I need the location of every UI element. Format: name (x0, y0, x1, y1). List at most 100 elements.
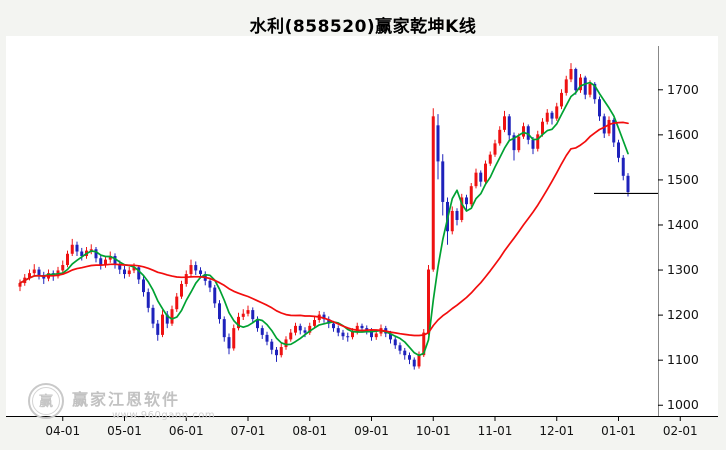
candle-up (545, 112, 549, 122)
candle-down (479, 172, 483, 182)
candle-up (374, 333, 378, 338)
candle-down (327, 319, 331, 324)
candle-up (308, 325, 312, 333)
y-tick-label: 1000 (667, 397, 699, 412)
candle-down (222, 319, 226, 338)
candle-up (541, 121, 544, 135)
candle-down (199, 270, 202, 275)
candle-down (602, 116, 606, 134)
candle-down (118, 264, 122, 270)
candle-up (32, 269, 36, 274)
candle-up (284, 339, 288, 348)
candle-down (275, 349, 278, 356)
candle-up (417, 355, 421, 367)
candle-up (279, 347, 283, 356)
candle-down (298, 325, 302, 331)
candle-down (322, 314, 326, 320)
candle-up (108, 256, 112, 260)
candle-down (341, 332, 345, 337)
candle-up (241, 313, 245, 317)
brand-logo-glyph: 赢 (39, 394, 53, 410)
candle-down (531, 139, 535, 149)
candle-up (180, 283, 183, 297)
y-tick-label: 1700 (667, 82, 699, 97)
x-tick-label: 01-01 (601, 424, 636, 438)
candle-down (142, 279, 145, 293)
candle-up (607, 119, 611, 134)
watermark-url: www.960gann.com (112, 410, 216, 421)
candle-down (113, 256, 117, 265)
ma-line-fast (19, 81, 629, 357)
candle-up (70, 244, 74, 254)
candle-up (555, 106, 559, 119)
x-tick-label: 11-01 (478, 424, 513, 438)
candle-down (265, 334, 269, 342)
candle-up (569, 69, 573, 80)
candle-down (137, 267, 141, 280)
candle-down (465, 197, 468, 205)
x-tick-label: 10-01 (416, 424, 451, 438)
candle-up (484, 163, 487, 182)
candle-down (99, 258, 103, 266)
candle-down (626, 175, 630, 193)
candle-up (351, 331, 354, 338)
candle-down (346, 336, 350, 338)
candle-down (256, 319, 259, 329)
candle-up (232, 328, 236, 349)
y-tick-label: 1500 (667, 172, 699, 187)
candle-down (370, 330, 373, 338)
candle-up (189, 265, 193, 275)
candle-down (441, 161, 445, 202)
candle-down (194, 265, 198, 271)
brand-logo-icon: 赢 (28, 383, 64, 419)
candle-down (550, 112, 554, 119)
candle-up (127, 270, 131, 275)
candle-up (579, 77, 582, 91)
candle-down (526, 126, 530, 140)
candle-down (617, 142, 620, 158)
ma-line-slow (19, 121, 629, 337)
candle-up (184, 274, 188, 284)
x-tick-label: 04-01 (45, 424, 80, 438)
candle-up (460, 197, 464, 220)
x-tick-label: 09-01 (354, 424, 389, 438)
y-tick-label: 1400 (667, 217, 699, 232)
candle-down (412, 359, 416, 367)
candle-down (151, 307, 155, 324)
candle-up (294, 325, 297, 333)
candle-down (393, 339, 397, 346)
candle-down (389, 333, 392, 340)
candle-down (574, 69, 578, 91)
candle-up (355, 325, 359, 332)
candle-up (498, 129, 502, 144)
candle-down (208, 280, 212, 288)
candle-down (37, 269, 41, 275)
candle-up (503, 116, 506, 130)
y-tick-label: 1600 (667, 127, 699, 142)
candle-down (512, 135, 516, 151)
candle-down (123, 269, 126, 275)
x-tick-label: 02-01 (663, 424, 698, 438)
x-tick-label: 05-01 (107, 424, 142, 438)
candle-up (422, 332, 426, 356)
y-tick-label: 1200 (667, 307, 699, 322)
candle-up (522, 126, 525, 137)
candle-up (488, 154, 492, 164)
candle-down (621, 157, 625, 176)
y-axis-labels: 1000 1100 1200 1300 1400 1500 1600 1700 (658, 82, 699, 412)
plot-background (6, 36, 718, 416)
y-tick-label: 1300 (667, 262, 699, 277)
candle-down (303, 330, 307, 333)
candle-down (332, 323, 335, 329)
candle-up (18, 283, 22, 287)
x-tick-label: 12-01 (539, 424, 574, 438)
candle-down (583, 77, 587, 95)
candle-down (94, 249, 98, 259)
candle-down (408, 355, 411, 360)
candle-up (469, 186, 473, 205)
candle-up (89, 249, 93, 251)
candle-up (564, 79, 568, 93)
candle-up (450, 210, 454, 232)
